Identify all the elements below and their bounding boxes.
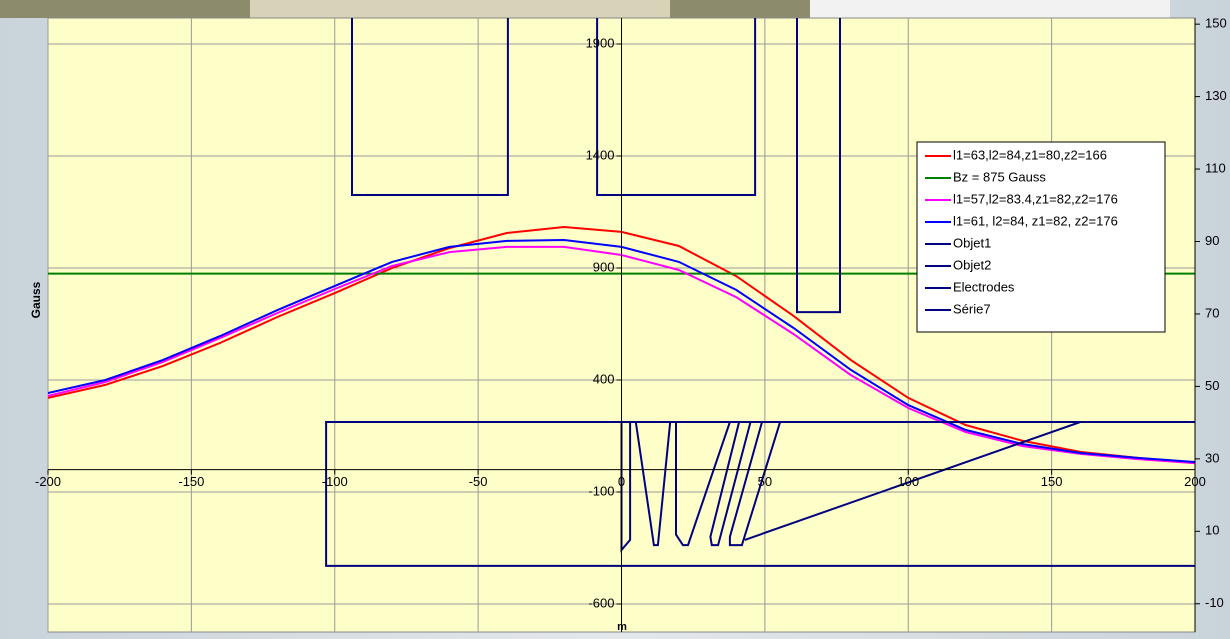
legend-label: l1=57,l2=83.4,z1=82,z2=176 — [953, 191, 1118, 206]
x-tick-label: -200 — [35, 474, 61, 489]
x-axis-title: m — [617, 621, 627, 633]
y2-tick-label: 130 — [1205, 88, 1227, 103]
y2-tick-label: 30 — [1205, 450, 1219, 465]
x-tick-label: -100 — [322, 474, 348, 489]
y-tick-label: 1900 — [586, 35, 615, 50]
y-tick-label: -600 — [588, 595, 614, 610]
chart: -200-150-100-50050100150200-600-10040090… — [0, 0, 1230, 634]
y2-tick-label: 10 — [1205, 523, 1219, 538]
legend: l1=63,l2=84,z1=80,z2=166 Bz = 875 Gauss l1… — [917, 142, 1165, 332]
y-axis-title: Gauss — [29, 281, 43, 318]
y2-tick-label: 90 — [1205, 233, 1219, 248]
y2-tick-label: 110 — [1205, 160, 1226, 175]
legend-label: l1=61, l2=84, z1=82, z2=176 — [953, 213, 1118, 228]
legend-label: Bz = 875 Gauss — [953, 169, 1046, 184]
header-image-part — [810, 0, 1170, 18]
header-image-part — [250, 0, 670, 18]
y-tick-label: 400 — [593, 371, 615, 386]
y2-tick-label: 150 — [1205, 16, 1227, 31]
y2-tick-label: -10 — [1205, 595, 1224, 610]
legend-label: Objet2 — [953, 257, 991, 272]
legend-label: Série7 — [953, 301, 991, 316]
y2-tick-label: 70 — [1205, 305, 1219, 320]
x-tick-label: -50 — [469, 474, 488, 489]
x-tick-label: 150 — [1041, 474, 1063, 489]
x-tick-label: 100 — [897, 474, 919, 489]
y-tick-label: -100 — [588, 483, 614, 498]
y-tick-label: 1400 — [586, 147, 615, 162]
y2-tick-label: 50 — [1205, 378, 1219, 393]
legend-label: Electrodes — [953, 279, 1015, 294]
legend-label: Objet1 — [953, 235, 991, 250]
y-tick-label: 900 — [593, 259, 615, 274]
x-tick-label: -150 — [178, 474, 204, 489]
x-tick-label: 50 — [758, 474, 772, 489]
legend-label: l1=63,l2=84,z1=80,z2=166 — [953, 147, 1107, 162]
